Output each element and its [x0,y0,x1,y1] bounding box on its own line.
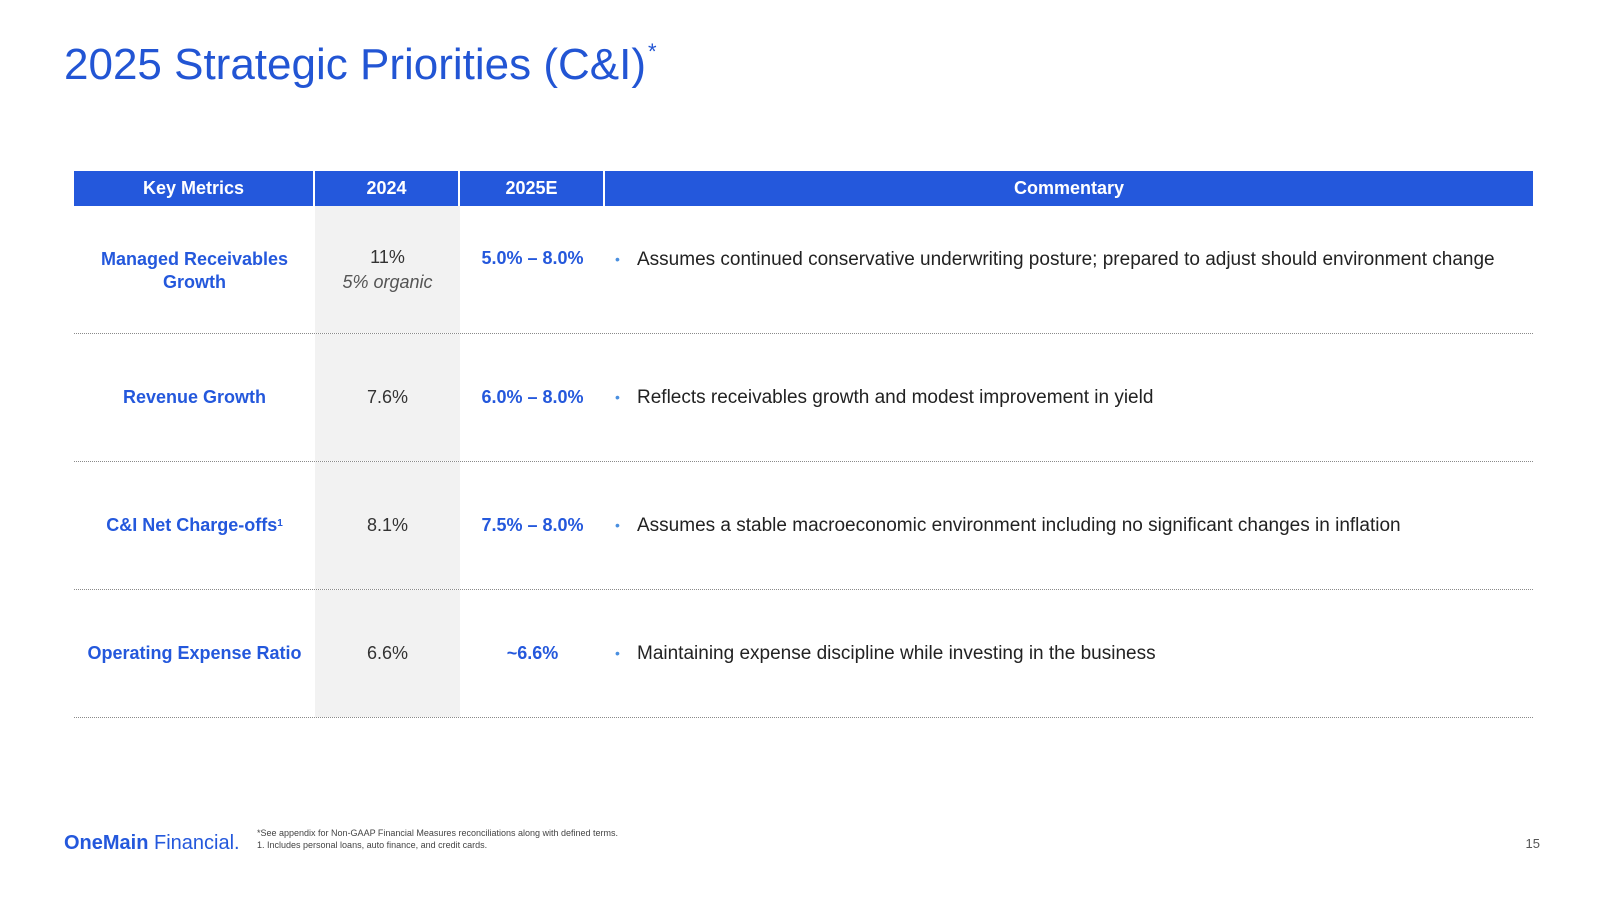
metrics-table: Key Metrics 2024 2025E Commentary Manage… [74,171,1533,718]
metric-name: C&I Net Charge-offs 1 [74,462,315,589]
commentary-text: Assumes continued conservative underwrit… [637,249,1495,270]
value-2024-main: 11% [370,246,405,267]
footnote-non-gaap: *See appendix for Non-GAAP Financial Mea… [257,828,619,838]
commentary-bullet: • Reflects receivables growth and modest… [615,386,1153,409]
header-key-metrics: Key Metrics [74,171,315,206]
bullet-icon: • [615,645,620,661]
metric-name: Revenue Growth [74,334,315,461]
metric-label: Managed Receivables Growth [100,249,289,292]
bullet-icon: • [615,389,620,405]
value-2024-sub: 5% organic [342,271,433,292]
table-row: Revenue Growth 7.6% 6.0% – 8.0% • Reflec… [74,334,1533,462]
commentary-bullet: • Assumes a stable macroeconomic environ… [615,514,1401,537]
value-2025e: 5.0% – 8.0% [481,248,584,268]
value-2025e: 6.0% – 8.0% [481,387,584,407]
value-2024: 8.1% [315,462,460,589]
value-2024-main: 8.1% [366,515,409,535]
logo-text-regular: Financial. [148,832,240,854]
metric-name: Operating Expense Ratio [74,590,315,717]
header-2024: 2024 [315,171,460,206]
value-2024-main: 7.6% [366,387,409,407]
title-superscript: * [648,39,657,65]
metric-footnote-marker: 1 [277,518,283,529]
table-header: Key Metrics 2024 2025E Commentary [74,171,1533,206]
value-2025e: ~6.6% [506,643,559,663]
bullet-icon: • [615,251,620,267]
commentary-text: Reflects receivables growth and modest i… [637,387,1154,408]
table-row: Managed Receivables Growth 11% 5% organi… [74,206,1533,334]
commentary-text: Maintaining expense discipline while inv… [637,643,1156,664]
table-row: C&I Net Charge-offs 1 8.1% 7.5% – 8.0% • … [74,462,1533,590]
metric-label: Operating Expense Ratio [87,643,302,663]
header-commentary: Commentary [1013,178,1125,198]
value-2024: 7.6% [315,334,460,461]
value-2024-main: 6.6% [366,643,409,663]
value-2025e: 7.5% – 8.0% [481,515,584,535]
footnotes: *See appendix for Non-GAAP Financial Mea… [257,827,618,851]
commentary-bullet: • Assumes continued conservative underwr… [615,248,1495,271]
commentary-text: Assumes a stable macroeconomic environme… [637,515,1401,536]
footnote-1: 1. Includes personal loans, auto finance… [257,840,488,850]
page-number: 15 [1525,836,1540,851]
page-title-text: 2025 Strategic Priorities (C&I) [64,40,646,89]
metric-label: C&I Net Charge-offs [106,515,278,535]
table-row: Operating Expense Ratio 6.6% ~6.6% • Mai… [74,590,1533,718]
commentary-cell: • Maintaining expense discipline while i… [605,590,1533,717]
metric-name: Managed Receivables Growth [74,206,315,333]
commentary-bullet: • Maintaining expense discipline while i… [615,642,1156,665]
company-logo: OneMain Financial. [64,832,240,855]
commentary-cell: • Assumes a stable macroeconomic environ… [605,462,1533,589]
logo-text-bold: OneMain [64,832,149,854]
commentary-cell: • Reflects receivables growth and modest… [605,334,1533,461]
metric-label: Revenue Growth [122,387,267,407]
value-2024: 11% 5% organic [315,206,460,333]
page-title: 2025 Strategic Priorities (C&I)* [64,39,657,90]
header-2025e: 2025E [460,171,605,206]
value-2024: 6.6% [315,590,460,717]
bullet-icon: • [615,517,620,533]
commentary-cell: • Assumes continued conservative underwr… [605,206,1533,333]
